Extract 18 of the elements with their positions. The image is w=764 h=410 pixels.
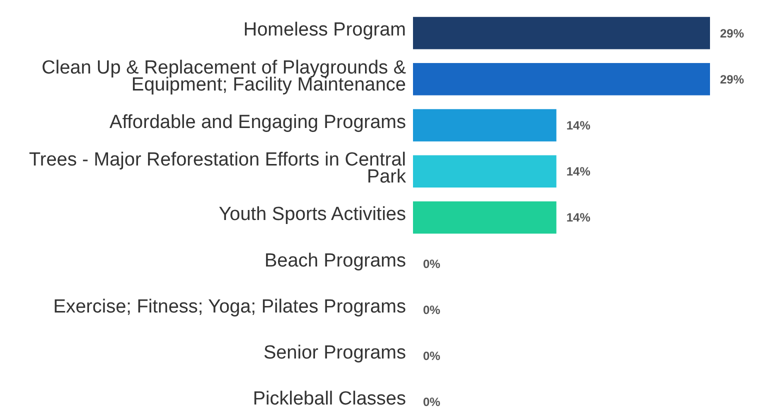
data-label: 0%: [423, 395, 441, 410]
y-tick-label: Exercise; Fitness; Yoga; Pilates Programs: [53, 296, 406, 318]
y-tick-label: Youth Sports Activities: [218, 204, 406, 226]
data-label: 14%: [566, 164, 591, 179]
data-label: 0%: [423, 302, 441, 317]
data-label: 0%: [423, 349, 441, 364]
data-label: 29%: [720, 26, 744, 40]
y-tick-label: Senior Programs: [263, 342, 406, 364]
data-label: 14%: [566, 118, 591, 132]
y-tick-label: Pickleball Classes: [252, 388, 406, 410]
y-tick-label: Affordable and Engaging Programs: [110, 112, 406, 133]
y-tick-label: Homeless Program: [243, 20, 406, 41]
data-label: 14%: [566, 210, 591, 225]
data-label: 29%: [720, 72, 744, 86]
y-tick-label: Clean Up & Replacement of Playgrounds & Equipment; Facility Maintenance: [42, 57, 406, 96]
y-tick-label: Beach Programs: [264, 250, 406, 272]
data-label: 0%: [423, 256, 441, 271]
y-tick-label: Trees - Major Reforestation Efforts in Central Park: [29, 150, 406, 188]
